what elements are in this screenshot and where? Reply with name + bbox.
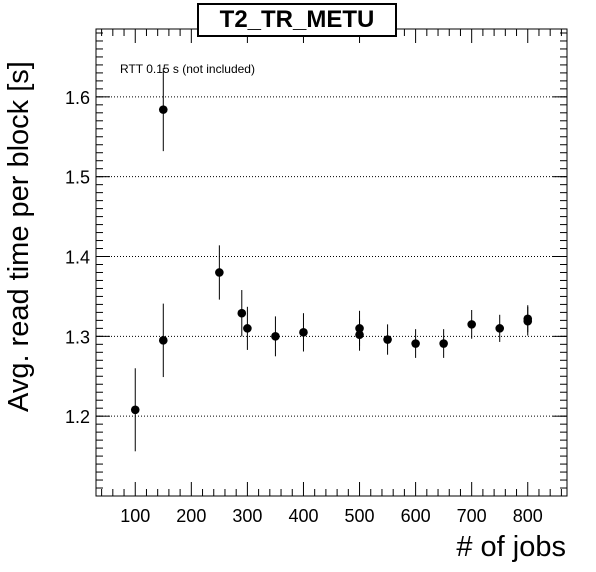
x-tick-label: 200 [176,506,206,526]
axis-ticks: 1.2 1.3 1.4 1.5 1.6 100 200 300 400 500 600 700 800 [65,29,567,526]
data-point [243,324,252,333]
x-tick-label: 600 [401,506,431,526]
x-tick-label: 300 [232,506,262,526]
x-axis-label: # of jobs [456,531,566,563]
data-point [439,339,448,348]
data-point [467,320,476,329]
x-tick-label: 700 [457,506,487,526]
y-tick-label: 1.4 [65,248,90,268]
x-tick-label: 100 [120,506,150,526]
y-tick-label: 1.5 [65,168,90,188]
chart-title: T2_TR_METU [197,3,397,37]
chart-title-text: T2_TR_METU [219,6,375,33]
data-point [411,339,420,348]
annotation-text: RTT 0.15 s (not included) [120,62,255,76]
data-point [158,336,168,345]
data-point [299,328,308,337]
data-point [215,268,224,277]
y-tick-label: 1.6 [65,88,90,108]
data-points [130,68,533,452]
plot-frame [95,28,568,497]
x-tick-label: 800 [513,506,543,526]
data-point [130,405,140,415]
data-point [495,324,505,333]
data-point [355,330,364,340]
grid-lines [96,96,567,417]
x-tick-label: 400 [288,506,318,526]
data-point [158,105,168,114]
data-point [523,314,533,324]
y-tick-label: 1.3 [65,327,90,347]
y-tick-label: 1.2 [65,407,90,427]
x-tick-label: 500 [345,506,375,526]
y-axis-label: Avg. read time per block [s] [3,61,35,412]
data-point [271,332,280,341]
data-point [383,335,392,344]
data-point [237,308,247,318]
